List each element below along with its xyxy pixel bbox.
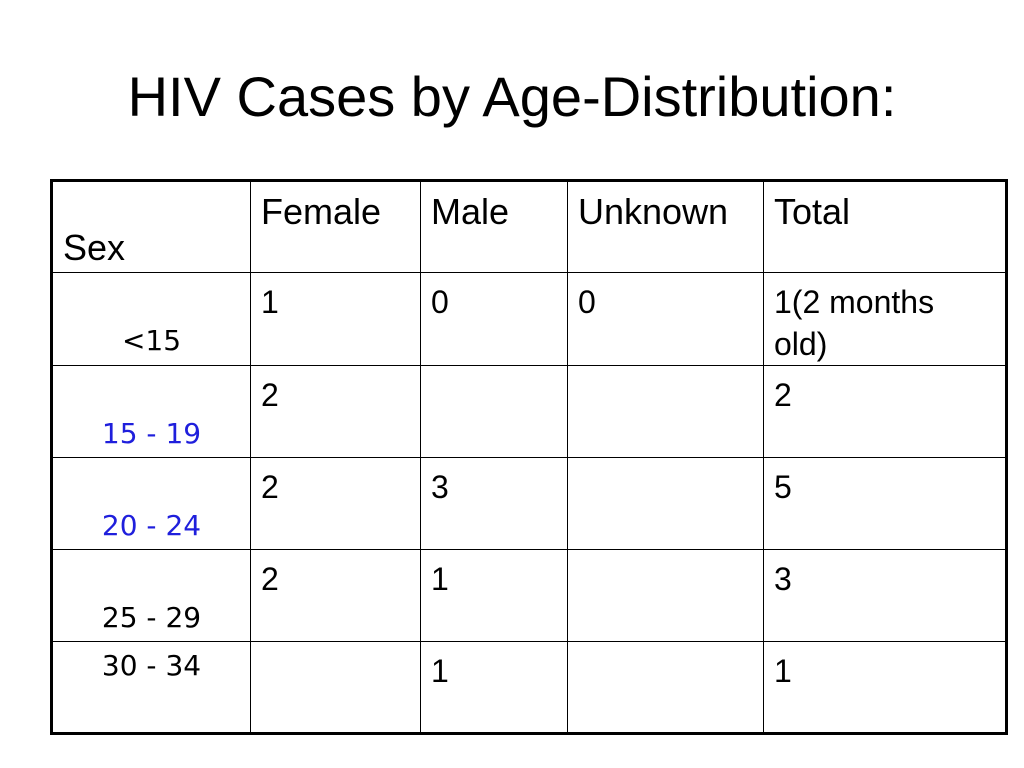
header-cell-total: Total — [763, 180, 1007, 273]
table-row: 20 - 24 2 3 5 — [51, 457, 1007, 550]
total-count: 2 — [774, 377, 792, 413]
header-cell-unknown: Unknown — [567, 180, 764, 273]
male-count: 3 — [431, 469, 449, 505]
male-cell: 0 — [420, 272, 568, 366]
age-cell: 30 - 34 — [51, 641, 251, 734]
female-cell — [250, 641, 421, 734]
female-count — [251, 642, 420, 650]
slide-title: HIV Cases by Age-Distribution: — [127, 65, 897, 128]
total-cell: 3 — [763, 549, 1007, 642]
unknown-cell — [567, 457, 764, 550]
female-cell: 2 — [250, 457, 421, 550]
female-count: 2 — [261, 561, 279, 597]
unknown-count: 0 — [578, 284, 596, 320]
total-count: 5 — [774, 469, 792, 505]
male-cell: 3 — [420, 457, 568, 550]
age-group-label: 30 - 34 — [101, 649, 202, 682]
male-count — [421, 366, 567, 374]
table-row: 25 - 29 2 1 3 — [51, 549, 1007, 642]
table-row: 15 - 19 2 2 — [51, 365, 1007, 458]
age-distribution-table: Sex Female Male Unknown Total <15 1 0 0 … — [50, 179, 1008, 735]
table-row: 30 - 34 1 1 — [51, 641, 1007, 734]
header-cell-male: Male — [420, 180, 568, 273]
male-cell — [420, 365, 568, 458]
header-total: Total — [774, 191, 851, 232]
male-cell: 1 — [420, 549, 568, 642]
total-count: 1(2 months old) — [774, 284, 935, 362]
total-count: 3 — [774, 561, 792, 597]
age-cell: 20 - 24 — [51, 457, 251, 550]
header-cell-female: Female — [250, 180, 421, 273]
female-cell: 2 — [250, 365, 421, 458]
unknown-count — [568, 366, 763, 374]
female-count: 2 — [261, 469, 279, 505]
age-group-label: <15 — [121, 324, 182, 357]
unknown-cell — [567, 549, 764, 642]
unknown-cell — [567, 641, 764, 734]
unknown-cell: 0 — [567, 272, 764, 366]
table-header-row: Sex Female Male Unknown Total — [51, 180, 1007, 273]
table-row: <15 1 0 0 1(2 months old) — [51, 272, 1007, 366]
age-cell: 15 - 19 — [51, 365, 251, 458]
male-count: 1 — [431, 653, 449, 689]
female-count: 1 — [261, 284, 279, 320]
total-cell: 1(2 months old) — [763, 272, 1007, 366]
male-count: 0 — [431, 284, 449, 320]
unknown-count — [568, 550, 763, 558]
age-group-label: 25 - 29 — [101, 601, 202, 634]
header-cell-sex: Sex — [51, 180, 251, 273]
header-male: Male — [431, 191, 510, 232]
age-cell: <15 — [51, 272, 251, 366]
total-cell: 2 — [763, 365, 1007, 458]
total-cell: 5 — [763, 457, 1007, 550]
female-cell: 1 — [250, 272, 421, 366]
total-count: 1 — [774, 653, 792, 689]
female-count: 2 — [261, 377, 279, 413]
header-unknown: Unknown — [578, 191, 729, 232]
sex-label: Sex — [63, 227, 126, 268]
age-group-label: 15 - 19 — [101, 417, 202, 450]
unknown-cell — [567, 365, 764, 458]
male-count: 1 — [431, 561, 449, 597]
unknown-count — [568, 458, 763, 466]
total-cell: 1 — [763, 641, 1007, 734]
unknown-count — [568, 642, 763, 650]
header-female: Female — [261, 191, 382, 232]
male-cell: 1 — [420, 641, 568, 734]
age-cell: 25 - 29 — [51, 549, 251, 642]
age-group-label: 20 - 24 — [101, 509, 202, 542]
female-cell: 2 — [250, 549, 421, 642]
